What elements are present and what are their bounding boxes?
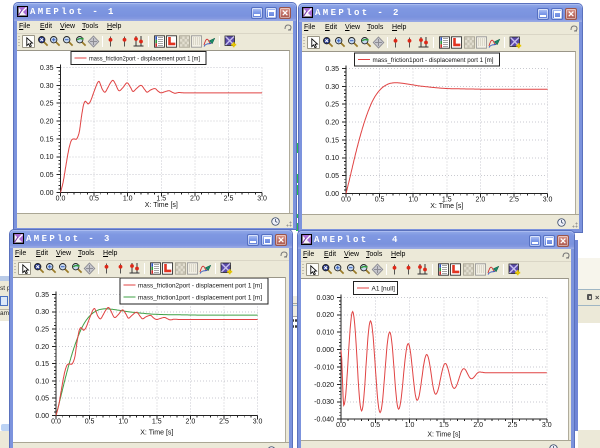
svg-text:0.15: 0.15 — [325, 137, 339, 144]
svg-text:1.5: 1.5 — [152, 419, 162, 426]
svg-text:1.0: 1.0 — [118, 419, 128, 426]
svg-text:0.20: 0.20 — [325, 120, 339, 127]
svg-text:0.5: 0.5 — [375, 197, 385, 204]
svg-text:X: Time [s]: X: Time [s] — [145, 202, 178, 209]
svg-text:0.35: 0.35 — [325, 66, 339, 73]
svg-text:2.5: 2.5 — [508, 422, 518, 429]
svg-text:0.30: 0.30 — [35, 309, 49, 316]
svg-text:0.25: 0.25 — [35, 327, 49, 334]
svg-text:0.010: 0.010 — [316, 330, 334, 337]
svg-text:-0.020: -0.020 — [314, 382, 334, 389]
svg-text:0.20: 0.20 — [35, 344, 49, 351]
svg-text:2.0: 2.0 — [476, 197, 486, 204]
svg-text:X: Time [s]: X: Time [s] — [430, 203, 463, 210]
svg-text:-0.040: -0.040 — [314, 417, 334, 424]
svg-text:0.10: 0.10 — [35, 378, 49, 385]
svg-text:1.5: 1.5 — [442, 197, 452, 204]
svg-text:0.05: 0.05 — [325, 173, 339, 180]
svg-text:3.0: 3.0 — [543, 197, 553, 204]
svg-text:1.0: 1.0 — [405, 422, 415, 429]
svg-text:0.0: 0.0 — [56, 196, 66, 203]
svg-text:2.5: 2.5 — [219, 419, 229, 426]
svg-text:mass_friction2port - displacem: mass_friction2port - displacement port 1… — [138, 282, 262, 289]
svg-text:0.05: 0.05 — [40, 172, 54, 179]
svg-text:0.0: 0.0 — [341, 197, 351, 204]
svg-text:0.30: 0.30 — [40, 83, 54, 90]
svg-text:0.0: 0.0 — [336, 422, 346, 429]
svg-text:3.0: 3.0 — [542, 422, 552, 429]
svg-text:3.0: 3.0 — [253, 419, 263, 426]
svg-text:2.0: 2.0 — [186, 419, 196, 426]
svg-text:0.00: 0.00 — [40, 190, 54, 197]
svg-text:0.15: 0.15 — [35, 361, 49, 368]
svg-text:0.0: 0.0 — [51, 419, 61, 426]
svg-text:X: Time [s]: X: Time [s] — [427, 432, 460, 439]
svg-text:X: Time [s]: X: Time [s] — [140, 430, 173, 437]
svg-text:0.25: 0.25 — [40, 101, 54, 108]
svg-text:0.00: 0.00 — [325, 191, 339, 198]
svg-text:-0.010: -0.010 — [314, 364, 334, 371]
svg-text:0.35: 0.35 — [40, 65, 54, 72]
svg-text:0.15: 0.15 — [40, 136, 54, 143]
svg-text:0.10: 0.10 — [40, 154, 54, 161]
svg-text:0.05: 0.05 — [35, 396, 49, 403]
svg-text:A1 [null]: A1 [null] — [372, 285, 396, 292]
svg-text:0.5: 0.5 — [370, 422, 380, 429]
svg-text:0.000: 0.000 — [316, 347, 334, 354]
svg-text:0.030: 0.030 — [316, 295, 334, 302]
svg-text:mass_friction1port - displacem: mass_friction1port - displacement port 1… — [373, 57, 494, 64]
svg-text:0.00: 0.00 — [35, 413, 49, 420]
svg-text:0.25: 0.25 — [325, 102, 339, 109]
svg-text:0.20: 0.20 — [40, 119, 54, 126]
svg-text:mass_friction2port - displacem: mass_friction2port - displacement port 1… — [89, 55, 200, 62]
svg-text:0.5: 0.5 — [85, 419, 95, 426]
svg-text:1.0: 1.0 — [123, 196, 133, 203]
svg-text:1.5: 1.5 — [156, 196, 166, 203]
svg-text:2.5: 2.5 — [509, 197, 519, 204]
svg-text:1.0: 1.0 — [408, 197, 418, 204]
svg-text:2.5: 2.5 — [224, 196, 234, 203]
svg-text:0.35: 0.35 — [35, 292, 49, 299]
svg-text:2.0: 2.0 — [473, 422, 483, 429]
svg-text:3.0: 3.0 — [257, 196, 267, 203]
svg-text:-0.030: -0.030 — [314, 399, 334, 406]
svg-text:0.020: 0.020 — [316, 312, 334, 319]
svg-text:0.5: 0.5 — [89, 196, 99, 203]
svg-text:mass_friction1port - displacem: mass_friction1port - displacement port 1… — [138, 294, 262, 301]
svg-text:0.30: 0.30 — [325, 84, 339, 91]
svg-text:2.0: 2.0 — [190, 196, 200, 203]
svg-text:0.10: 0.10 — [325, 155, 339, 162]
svg-text:1.5: 1.5 — [439, 422, 449, 429]
